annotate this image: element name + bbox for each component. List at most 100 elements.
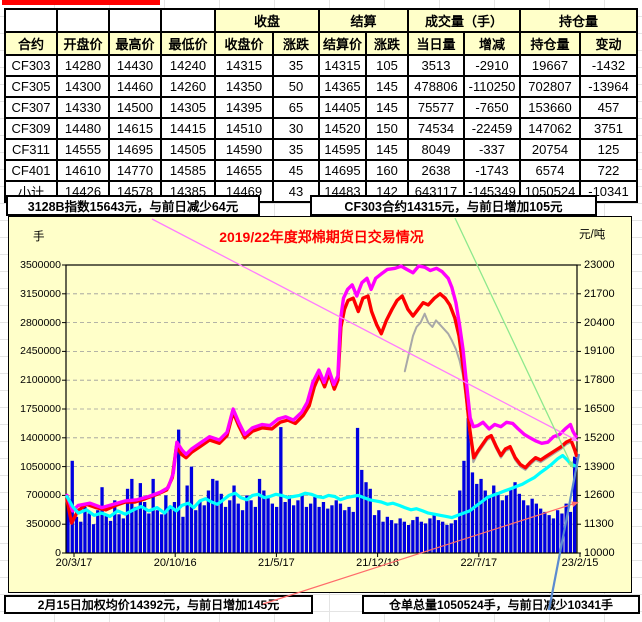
table-cell[interactable]: 14330 [56,96,110,119]
table-cell[interactable]: CF401 [4,159,58,182]
table-cell[interactable]: CF311 [4,138,58,161]
blank-header-cell[interactable] [108,8,162,33]
table-cell[interactable]: -13964 [579,75,638,98]
table-cell[interactable]: 30 [272,117,320,140]
blank-header-cell[interactable] [4,8,58,33]
table-cell[interactable]: 125 [579,138,638,161]
table-cell[interactable]: 14520 [318,117,367,140]
table-cell[interactable]: 14770 [108,159,162,182]
group-header-volume[interactable]: 成交量（手） [407,8,521,33]
table-cell[interactable]: 160 [365,159,409,182]
table-cell[interactable]: 14315 [318,54,367,77]
table-cell[interactable]: 35 [272,138,320,161]
col-header-high[interactable]: 最高价 [108,31,162,56]
table-cell[interactable]: 8049 [407,138,465,161]
table-cell[interactable]: -1432 [579,54,638,77]
table-cell[interactable]: 14460 [108,75,162,98]
col-header-settle-chg[interactable]: 涨跌 [365,31,409,56]
table-cell[interactable]: 14260 [160,75,216,98]
table-cell[interactable]: CF303 [4,54,58,77]
table-cell[interactable]: 19667 [519,54,581,77]
info-box-cf303[interactable]: CF303合约14315元，与前日增加105元 [310,195,597,216]
table-cell[interactable]: 14695 [318,159,367,182]
table-cell[interactable]: 14350 [214,75,274,98]
table-cell[interactable]: 45 [272,159,320,182]
blank-header-cell[interactable] [56,8,110,33]
table-cell[interactable]: -22459 [463,117,521,140]
table-cell[interactable]: 14585 [160,159,216,182]
table-cell[interactable]: 75577 [407,96,465,119]
group-header-settle[interactable]: 结算 [318,8,409,33]
col-header-low[interactable]: 最低价 [160,31,216,56]
col-header-settle[interactable]: 结算价 [318,31,367,56]
table-cell[interactable]: 65 [272,96,320,119]
table-cell[interactable]: 145 [365,75,409,98]
table-cell[interactable]: 2638 [407,159,465,182]
table-cell[interactable]: 457 [579,96,638,119]
table-cell[interactable]: CF307 [4,96,58,119]
table-cell[interactable]: 14555 [56,138,110,161]
table-cell[interactable]: 702807 [519,75,581,98]
info-box-warehouse-receipts[interactable]: 仓单总量1050524手，与前日减少10341手 [362,595,640,614]
table-cell[interactable]: CF309 [4,117,58,140]
table-cell[interactable]: 35 [272,54,320,77]
table-cell[interactable]: 74534 [407,117,465,140]
table-cell[interactable]: 43 [272,180,320,203]
table-cell[interactable]: 14615 [108,117,162,140]
table-cell[interactable]: 14510 [214,117,274,140]
table-cell[interactable]: 145 [365,96,409,119]
table-cell[interactable]: 14590 [214,138,274,161]
blank-header-cell[interactable] [160,8,216,33]
col-header-close[interactable]: 收盘价 [214,31,274,56]
group-header-open-interest[interactable]: 持仓量 [519,8,638,33]
table-cell[interactable]: 14480 [56,117,110,140]
table-cell[interactable]: 6574 [519,159,581,182]
table-cell[interactable]: -1743 [463,159,521,182]
table-cell[interactable]: 14505 [160,138,216,161]
table-cell[interactable]: 150 [365,117,409,140]
table-cell[interactable]: 14655 [214,159,274,182]
table-cell[interactable]: 478806 [407,75,465,98]
table-cell[interactable]: 14365 [318,75,367,98]
col-header-volume-chg[interactable]: 增减 [463,31,521,56]
table-cell[interactable]: 145 [365,138,409,161]
table-cell[interactable]: 14315 [214,54,274,77]
table-cell[interactable]: 105 [365,54,409,77]
axis-tick-label: 20/3/17 [55,557,93,569]
col-header-contract[interactable]: 合约 [4,31,58,56]
table-cell[interactable]: 153660 [519,96,581,119]
table-cell[interactable]: -2910 [463,54,521,77]
table-cell[interactable]: -110250 [463,75,521,98]
info-box-weighted-avg[interactable]: 2月15日加权均价14392元，与前日增加145元 [4,595,313,614]
col-header-oi[interactable]: 持仓量 [519,31,581,56]
table-cell[interactable]: 722 [579,159,638,182]
table-cell[interactable]: 14430 [108,54,162,77]
table-cell[interactable]: 3751 [579,117,638,140]
col-header-oi-chg[interactable]: 变动 [579,31,638,56]
col-header-day-volume[interactable]: 当日量 [407,31,465,56]
table-cell[interactable]: 14395 [214,96,274,119]
table-cell[interactable]: 14610 [56,159,110,182]
col-header-close-chg[interactable]: 涨跌 [272,31,320,56]
info-box-3128b-index[interactable]: 3128B指数15643元，与前日减少64元 [6,195,260,216]
table-cell[interactable]: 14300 [56,75,110,98]
table-cell[interactable]: 20754 [519,138,581,161]
table-cell[interactable]: 3513 [407,54,465,77]
table-cell[interactable]: 14240 [160,54,216,77]
table-cell[interactable]: 50 [272,75,320,98]
table-cell[interactable]: 147062 [519,117,581,140]
col-header-open[interactable]: 开盘价 [56,31,110,56]
table-cell[interactable]: 14595 [318,138,367,161]
futures-chart[interactable]: 2019/22年度郑棉期货日交易情况 手 元/吨 3500000 3150000 2… [8,216,632,593]
table-cell[interactable]: 14695 [108,138,162,161]
table-cell[interactable]: 14500 [108,96,162,119]
table-cell[interactable]: 14305 [160,96,216,119]
table-cell[interactable]: 14405 [318,96,367,119]
futures-table[interactable]: 收盘 结算 成交量（手） 持仓量 合约 开盘价 最高价 最低价 收盘价 涨跌 结… [4,8,638,203]
table-cell[interactable]: -7650 [463,96,521,119]
table-cell[interactable]: 14415 [160,117,216,140]
table-cell[interactable]: -337 [463,138,521,161]
table-cell[interactable]: CF305 [4,75,58,98]
group-header-close[interactable]: 收盘 [214,8,320,33]
table-cell[interactable]: 14280 [56,54,110,77]
